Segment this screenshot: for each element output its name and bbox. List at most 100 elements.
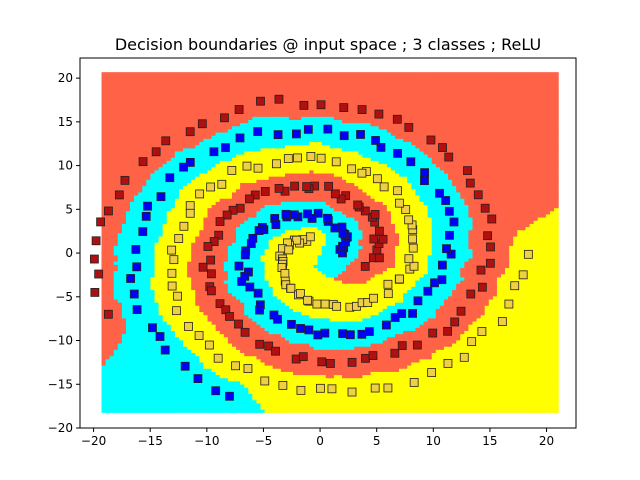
region-cell bbox=[264, 144, 270, 149]
region-cell bbox=[215, 336, 221, 341]
region-cell bbox=[199, 365, 205, 369]
region-cell bbox=[280, 138, 286, 143]
region-cell bbox=[113, 302, 119, 306]
region-cell bbox=[244, 352, 249, 357]
region-cell bbox=[170, 106, 176, 111]
region-cell bbox=[146, 280, 152, 284]
region-cell bbox=[134, 194, 139, 199]
region-cell bbox=[252, 201, 258, 206]
region-cell bbox=[207, 380, 213, 385]
region-cell bbox=[248, 280, 253, 284]
region-cell bbox=[195, 387, 200, 391]
region-cell bbox=[117, 289, 123, 294]
region-cell bbox=[109, 113, 115, 117]
region-cell bbox=[113, 273, 119, 278]
region-cell bbox=[240, 371, 245, 376]
region-cell bbox=[125, 116, 131, 121]
region-cell bbox=[138, 248, 143, 253]
region-cell bbox=[117, 371, 123, 376]
region-cell bbox=[195, 302, 200, 306]
region-cell bbox=[203, 157, 209, 161]
region-cell bbox=[191, 169, 196, 174]
region-cell bbox=[219, 135, 225, 139]
region-cell bbox=[191, 289, 196, 294]
region-cell bbox=[183, 204, 188, 209]
region-cell bbox=[284, 314, 290, 319]
region-cell bbox=[211, 87, 217, 92]
region-cell bbox=[146, 365, 152, 369]
region-cell bbox=[134, 320, 139, 325]
region-cell bbox=[187, 223, 192, 228]
region-cell bbox=[105, 78, 111, 83]
region-cell bbox=[142, 182, 147, 187]
region-cell bbox=[215, 276, 221, 281]
region-cell bbox=[170, 201, 176, 206]
region-cell bbox=[199, 91, 205, 95]
region-cell bbox=[117, 103, 123, 108]
region-cell bbox=[125, 308, 131, 313]
region-cell bbox=[109, 169, 115, 174]
region-cell bbox=[252, 273, 258, 278]
region-cell bbox=[146, 242, 152, 246]
region-cell bbox=[170, 204, 176, 209]
region-cell bbox=[158, 122, 164, 127]
region-cell bbox=[211, 314, 217, 319]
region-cell bbox=[154, 213, 160, 218]
region-cell bbox=[240, 144, 245, 149]
region-cell bbox=[117, 251, 123, 256]
region-cell bbox=[191, 147, 196, 152]
region-cell bbox=[236, 160, 241, 165]
region-cell bbox=[134, 132, 139, 136]
region-cell bbox=[183, 305, 188, 309]
region-cell bbox=[248, 84, 253, 89]
region-cell bbox=[207, 176, 213, 180]
region-cell bbox=[109, 226, 115, 231]
region-cell bbox=[256, 242, 262, 246]
region-cell bbox=[280, 393, 286, 398]
region-cell bbox=[256, 204, 262, 209]
region-cell bbox=[203, 94, 209, 98]
region-cell bbox=[142, 154, 147, 158]
region-cell bbox=[187, 396, 192, 401]
region-cell bbox=[174, 336, 180, 341]
region-cell bbox=[260, 87, 266, 92]
region-cell bbox=[227, 226, 233, 231]
region-cell bbox=[268, 135, 274, 139]
region-cell bbox=[162, 113, 168, 117]
region-cell bbox=[101, 166, 107, 171]
region-cell bbox=[227, 336, 233, 341]
region-cell bbox=[268, 361, 274, 366]
region-cell bbox=[191, 286, 196, 291]
region-cell bbox=[113, 185, 119, 190]
region-cell bbox=[240, 305, 245, 309]
region-cell bbox=[264, 169, 270, 174]
region-cell bbox=[284, 390, 290, 394]
region-cell bbox=[227, 81, 233, 86]
region-cell bbox=[105, 87, 111, 92]
region-cell bbox=[150, 273, 156, 278]
region-cell bbox=[272, 210, 278, 215]
region-cell bbox=[268, 87, 274, 92]
region-cell bbox=[146, 283, 152, 287]
region-cell bbox=[248, 295, 253, 300]
region-cell bbox=[113, 365, 119, 369]
region-cell bbox=[174, 267, 180, 272]
region-cell bbox=[174, 144, 180, 149]
region-cell bbox=[121, 251, 127, 256]
region-cell bbox=[162, 94, 168, 98]
region-cell bbox=[248, 377, 253, 382]
region-cell bbox=[199, 217, 205, 221]
region-cell bbox=[146, 383, 152, 388]
region-cell bbox=[162, 220, 168, 224]
region-cell bbox=[174, 94, 180, 98]
region-cell bbox=[130, 78, 135, 83]
region-cell bbox=[240, 257, 245, 262]
region-cell bbox=[199, 276, 205, 281]
region-cell bbox=[162, 132, 168, 136]
region-cell bbox=[105, 116, 111, 121]
region-cell bbox=[211, 132, 217, 136]
region-cell bbox=[146, 292, 152, 297]
region-cell bbox=[174, 399, 180, 404]
region-cell bbox=[256, 280, 262, 284]
region-cell bbox=[280, 352, 286, 357]
